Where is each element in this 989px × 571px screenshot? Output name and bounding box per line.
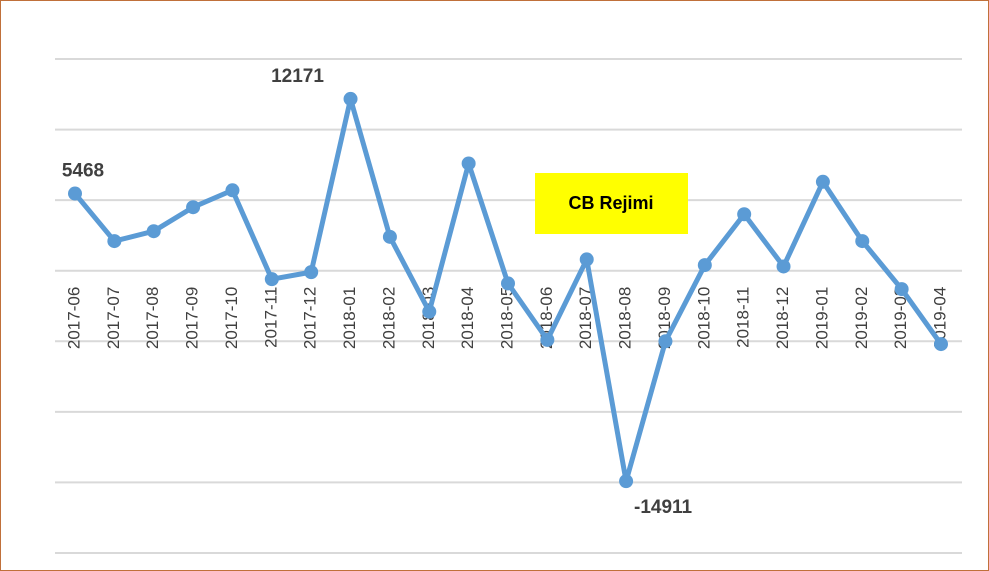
x-tick-label: 2019-01 (812, 287, 831, 349)
x-tick-label: 2019-03 (891, 287, 910, 349)
x-tick-label: 2017-08 (143, 287, 162, 349)
x-tick-label: 2017-11 (261, 287, 280, 348)
annotation-box (535, 173, 688, 234)
data-label: -14911 (634, 497, 693, 518)
marker (855, 234, 870, 249)
marker (737, 207, 752, 222)
marker (343, 91, 358, 106)
marker (579, 252, 594, 267)
annotation: CB Rejimi (568, 193, 653, 213)
x-tick-label: 2017-09 (183, 287, 202, 349)
x-tick-label: 2018-07 (576, 287, 595, 349)
x-tick-label: 2018-01 (340, 287, 359, 349)
data-label: 5468 (62, 161, 104, 182)
marker (501, 276, 515, 291)
x-tick-label: 2017-06 (64, 287, 83, 349)
x-tick-label: 2017-12 (301, 287, 320, 349)
marker (422, 304, 437, 319)
marker (186, 200, 201, 215)
marker (934, 337, 948, 352)
x-tick-label: 2017-10 (222, 287, 241, 349)
marker (68, 186, 82, 201)
x-tick-label: 2018-12 (773, 287, 792, 349)
marker (146, 224, 161, 239)
data-label: 12171 (271, 66, 324, 87)
x-tick-label: 2018-08 (616, 287, 635, 349)
marker (697, 258, 712, 273)
x-tick-label: 2018-10 (694, 287, 713, 349)
marker (815, 174, 830, 189)
marker (776, 259, 791, 274)
marker (304, 265, 319, 280)
marker (619, 474, 634, 489)
marker (461, 156, 476, 171)
marker (225, 183, 240, 198)
marker (107, 234, 122, 249)
x-tick-label: 2017-07 (104, 287, 123, 349)
x-tick-label: 2018-04 (458, 287, 477, 349)
marker (894, 282, 909, 297)
x-tick-label: 2018-02 (379, 287, 398, 349)
x-tick-label: 2018-05 (497, 287, 516, 349)
marker (540, 332, 555, 347)
marker (264, 272, 279, 287)
marker (382, 229, 397, 244)
x-tick-label: 2018-11 (734, 287, 753, 348)
x-tick-label: 2019-02 (852, 287, 871, 349)
marker (658, 334, 673, 349)
